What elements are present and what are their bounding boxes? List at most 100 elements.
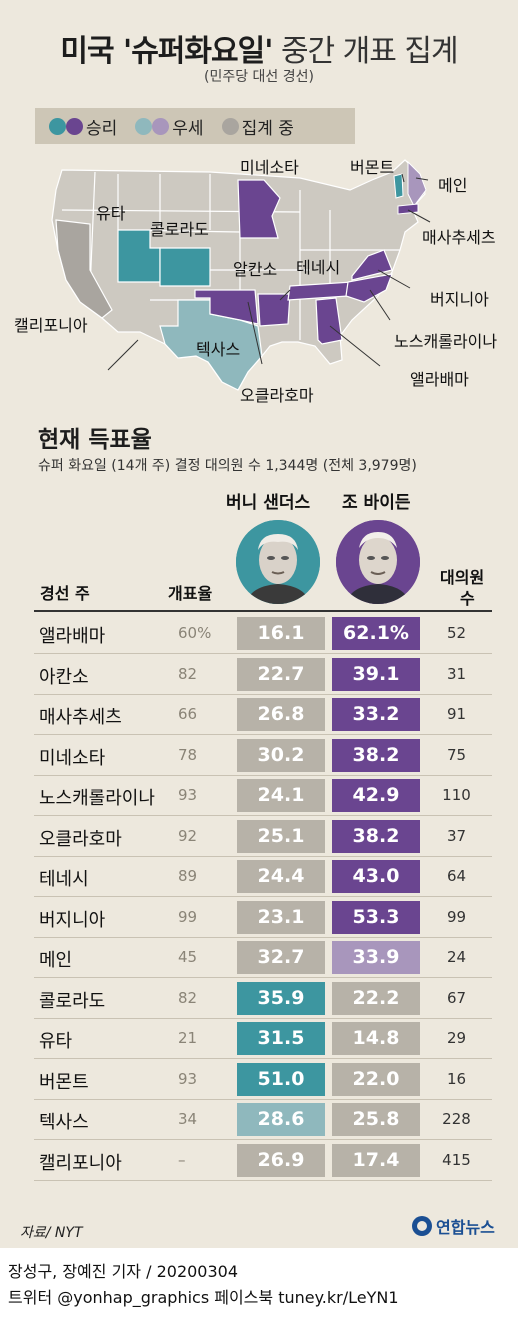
map-label-oklahoma: 오클라호마 xyxy=(240,386,314,405)
sanders-share: 25.1 xyxy=(237,819,325,853)
state-name: 콜로라도 xyxy=(39,990,106,1012)
counted-rate: 45 xyxy=(178,948,198,966)
state-name: 매사추세츠 xyxy=(39,707,122,728)
state-name: 유타 xyxy=(39,1031,73,1052)
biden-share: 25.8 xyxy=(332,1103,420,1136)
biden-lead-dot xyxy=(152,117,170,135)
sanders-share: 31.5 xyxy=(237,1022,325,1055)
sanders-share: 24.4 xyxy=(237,860,325,893)
delegate-count: 64 xyxy=(446,867,467,885)
sanders-lead-dot xyxy=(135,117,153,135)
table-row: 텍사스 34 28.6 25.8 228 xyxy=(34,1100,492,1140)
sanders-share: 23.1 xyxy=(237,900,325,934)
biden-share: 53.3 xyxy=(332,900,420,934)
state-california xyxy=(55,219,113,319)
biden-share: 38.2 xyxy=(332,819,420,853)
biden-name: 조 바이든 xyxy=(342,493,411,513)
table-row: 버지니아 99 23.1 53.3 99 xyxy=(34,898,492,938)
map-label-massachusetts: 매사추세츠 xyxy=(422,228,496,247)
counted-rate: 34 xyxy=(178,1110,198,1128)
state-name: 버지니아 xyxy=(39,909,106,931)
table-row: 미네소타 78 30.2 38.2 75 xyxy=(34,736,492,776)
table-row: 매사추세츠 66 26.8 33.2 91 xyxy=(34,695,492,735)
map-label-maine: 메인 xyxy=(438,176,468,195)
sanders-share: 26.9 xyxy=(237,1143,325,1177)
state-name: 미네소타 xyxy=(39,747,106,769)
table-row: 버몬트 93 51.0 22.0 16 xyxy=(34,1060,492,1100)
leader-lines xyxy=(107,173,431,371)
legend-win: 승리 xyxy=(49,114,117,139)
delegate-count: 67 xyxy=(446,988,467,1007)
table-row: 메인 45 32.7 33.9 24 xyxy=(34,938,492,978)
page-subtitle: (민주당 대선 경선) xyxy=(204,69,314,85)
map-label-north-carolina: 노스캐롤라이나 xyxy=(394,332,498,351)
state-vermont xyxy=(393,173,404,199)
counted-rate: 21 xyxy=(178,1029,198,1047)
map-label-arkansas: 알칸소 xyxy=(233,260,278,279)
state-name: 아칸소 xyxy=(39,666,89,688)
delegate-count: 16 xyxy=(446,1069,467,1088)
counted-rate: 99 xyxy=(178,907,198,926)
delegate-count: 415 xyxy=(442,1150,471,1169)
state-name: 캘리포니아 xyxy=(39,1152,122,1174)
us-map: 미네소타 버몬트 메인 유타 콜로라도 매사추세츠 알칸소 테네시 버지니아 캘… xyxy=(0,150,518,420)
state-name: 메인 xyxy=(39,950,73,971)
sanders-share: 24.1 xyxy=(237,779,325,812)
counted-rate: 89 xyxy=(178,867,198,885)
page-title: 미국 '슈퍼화요일' 중간 개표 집계 xyxy=(0,26,518,70)
yonhap-logo-text: 연합뉴스 xyxy=(436,1218,495,1237)
delegate-count: 75 xyxy=(446,745,467,764)
biden-share: 43.0 xyxy=(332,860,420,893)
column-state: 경선 주 xyxy=(40,584,90,603)
biden-share: 33.9 xyxy=(332,941,420,974)
section-subtitle: 슈퍼 화요일 (14개 주) 결정 대의원 수 1,344명 (전체 3,979… xyxy=(38,458,417,474)
sanders-photo xyxy=(236,520,320,604)
map-label-virginia: 버지니아 xyxy=(430,290,489,309)
source-note: 자료/ NYT xyxy=(20,1225,83,1241)
table-row: 앨라배마 60% 16.1 62.1% 52 xyxy=(34,614,492,654)
table-row: 콜로라도 82 35.9 22.2 67 xyxy=(34,979,492,1019)
counting-dot xyxy=(221,117,239,135)
state-name: 테네시 xyxy=(39,869,89,890)
column-delegates-line2: 수 xyxy=(460,589,475,608)
table-row: 테네시 89 24.4 43.0 64 xyxy=(34,857,492,897)
delegate-count: 37 xyxy=(446,826,467,845)
table-row: 유타 21 31.5 14.8 29 xyxy=(34,1019,492,1059)
column-delegates-line1: 대의원 xyxy=(440,568,485,587)
state-oklahoma xyxy=(194,289,259,325)
map-label-tennessee: 테네시 xyxy=(296,258,341,277)
sanders-share: 16.1 xyxy=(237,617,325,650)
biden-portrait-icon xyxy=(336,520,420,604)
counted-rate: 82 xyxy=(178,988,198,1007)
biden-photo xyxy=(336,520,420,604)
legend-counting: 집계 중 xyxy=(221,114,294,139)
sanders-share: 51.0 xyxy=(237,1062,325,1096)
state-name: 오클라호마 xyxy=(39,828,122,850)
table-row: 노스캐롤라이나 93 24.1 42.9 110 xyxy=(34,776,492,816)
biden-share: 38.2 xyxy=(332,738,420,772)
delegate-count: 24 xyxy=(446,948,467,966)
sanders-share: 32.7 xyxy=(237,941,325,974)
biden-share: 22.2 xyxy=(332,981,420,1015)
biden-share: 39.1 xyxy=(332,657,420,691)
table-row: 아칸소 82 22.7 39.1 31 xyxy=(34,655,492,695)
delegate-count: 52 xyxy=(446,624,467,642)
state-alabama xyxy=(315,297,343,345)
counted-rate: 60% xyxy=(178,624,212,642)
state-arkansas xyxy=(257,293,291,327)
delegate-count: 99 xyxy=(446,907,467,926)
counted-rate: – xyxy=(178,1150,186,1169)
biden-share: 33.2 xyxy=(332,698,420,731)
title-light: 중간 개표 집계 xyxy=(280,34,459,69)
counted-rate: 78 xyxy=(178,745,198,764)
credit-reporters: 장성구, 장예진 기자 / 20200304 xyxy=(8,1262,239,1281)
state-massachusetts xyxy=(397,203,419,215)
us-map-svg xyxy=(51,159,431,391)
title-bold: 미국 '슈퍼화요일' xyxy=(60,34,273,69)
map-label-vermont: 버몬트 xyxy=(350,158,395,177)
counted-rate: 93 xyxy=(178,1069,198,1088)
biden-share: 42.9 xyxy=(332,779,420,812)
credit-social: 트위터 @yonhap_graphics 페이스북 tuney.kr/LeYN1 xyxy=(8,1288,399,1307)
map-label-alabama: 앨라배마 xyxy=(410,370,469,389)
state-minnesota xyxy=(237,179,281,239)
